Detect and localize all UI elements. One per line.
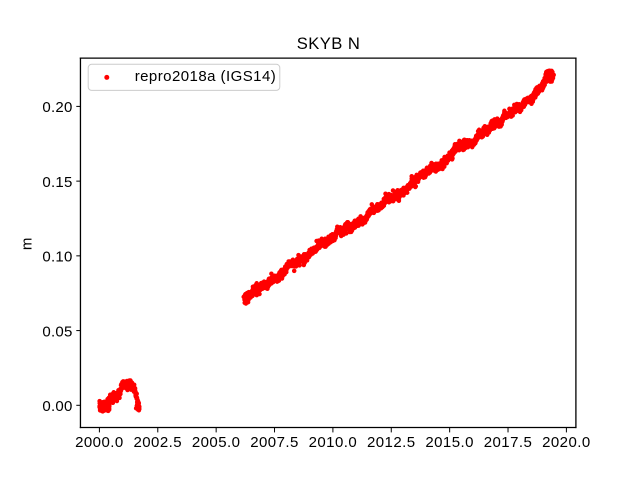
svg-text:2017.5: 2017.5	[484, 434, 533, 451]
svg-text:0.20: 0.20	[42, 99, 72, 116]
svg-text:2015.0: 2015.0	[425, 434, 474, 451]
svg-text:repro2018a (IGS14): repro2018a (IGS14)	[135, 68, 277, 85]
svg-text:2010.0: 2010.0	[309, 434, 358, 451]
svg-text:2007.5: 2007.5	[250, 434, 299, 451]
svg-text:2002.5: 2002.5	[133, 434, 182, 451]
svg-text:0.05: 0.05	[42, 323, 72, 340]
svg-text:m: m	[18, 238, 35, 251]
svg-text:SKYB N: SKYB N	[297, 34, 361, 53]
svg-text:0.10: 0.10	[42, 249, 72, 266]
svg-text:2012.5: 2012.5	[367, 434, 416, 451]
svg-text:2020.0: 2020.0	[542, 434, 591, 451]
svg-text:0.15: 0.15	[42, 174, 72, 191]
svg-text:2005.0: 2005.0	[192, 434, 241, 451]
svg-text:2000.0: 2000.0	[75, 434, 124, 451]
svg-text:0.00: 0.00	[42, 398, 72, 415]
